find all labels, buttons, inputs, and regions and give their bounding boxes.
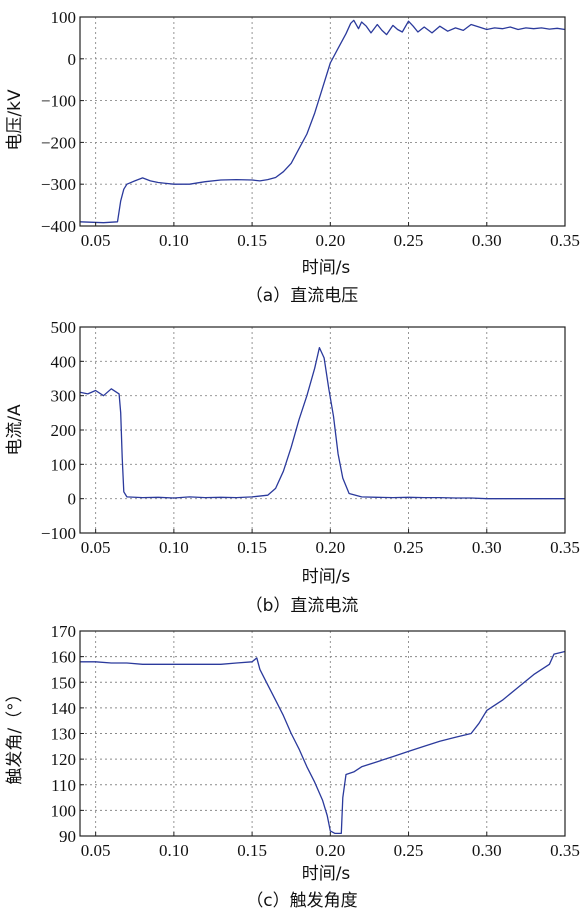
panel-c-y-tick-label: 130 — [51, 725, 77, 744]
panel-a-ylabel: 电压/kV — [5, 89, 25, 151]
panel-c-x-tick-label: 0.25 — [394, 841, 424, 860]
panel-a-xlabel: 时间/s — [302, 258, 351, 278]
panel-b-x-tick-label: 0.20 — [315, 538, 345, 557]
panel-a-y-tick-label: −100 — [41, 92, 76, 111]
panel-c-xlabel: 时间/s — [302, 864, 351, 884]
panel-b-y-tick-label: 100 — [51, 455, 77, 474]
panel-c-x-tick-label: 0.35 — [550, 841, 580, 860]
panel-a-x-tick-label: 0.30 — [472, 231, 502, 250]
panel-c-ylabel: 触发角/（°） — [5, 685, 25, 784]
panel-c-x-ticks: 0.05 0.10 0.15 0.20 0.25 0.30 0.35 — [81, 832, 580, 860]
panel-a-grid — [80, 17, 565, 226]
panel-c-y-tick-label: 90 — [59, 827, 76, 846]
panel-b-y-tick-label: 300 — [51, 387, 77, 406]
panel-b: −100 0 100 200 300 400 500 0.05 0.10 0.15 0.20 0.2… — [5, 318, 580, 616]
panel-b-x-tick-label: 0.30 — [472, 538, 502, 557]
panel-c-frame — [79, 630, 566, 837]
panel-a-caption: （a）直流电压 — [246, 286, 358, 306]
panel-a-x-tick-label: 0.25 — [394, 231, 424, 250]
panel-a-voltage-line — [79, 19, 566, 224]
panel-c-grid — [80, 631, 565, 836]
panel-c-y-tick-label: 120 — [51, 750, 77, 769]
panel-a-y-ticks: −400 −300 −200 −100 0 100 — [41, 8, 84, 236]
panel-a-y-tick-label: −200 — [41, 133, 76, 152]
panel-b-y-ticks: −100 0 100 200 300 400 500 — [41, 318, 84, 543]
panel-b-y-tick-label: −100 — [41, 524, 76, 543]
panel-b-y-tick-label: 400 — [51, 352, 77, 371]
panel-a-x-tick-label: 0.05 — [81, 231, 111, 250]
panel-b-x-tick-label: 0.35 — [550, 538, 580, 557]
panel-c-y-tick-label: 170 — [51, 622, 77, 641]
panel-a-y-tick-label: 0 — [68, 50, 77, 69]
panel-c-y-tick-label: 110 — [51, 776, 76, 795]
panel-a-y-tick-label: 100 — [51, 8, 77, 27]
panel-c-x-tick-label: 0.05 — [81, 841, 111, 860]
panel-c-x-tick-label: 0.30 — [472, 841, 502, 860]
panel-b-caption: （b）直流电流 — [246, 596, 359, 616]
panel-a-x-ticks: 0.05 0.10 0.15 0.20 0.25 0.30 0.35 — [81, 222, 580, 250]
panel-b-x-tick-label: 0.25 — [394, 538, 424, 557]
panel-b-y-tick-label: 0 — [68, 490, 77, 509]
panel-c-x-tick-label: 0.20 — [315, 841, 345, 860]
panel-c-y-tick-label: 150 — [51, 673, 77, 692]
panel-c-y-tick-label: 100 — [51, 801, 77, 820]
panel-a-frame — [79, 16, 566, 227]
panel-c-x-tick-label: 0.10 — [159, 841, 189, 860]
panel-b-xlabel: 时间/s — [302, 567, 351, 587]
panel-a-x-tick-label: 0.10 — [159, 231, 189, 250]
panel-b-x-ticks: 0.05 0.10 0.15 0.20 0.25 0.30 0.35 — [81, 529, 580, 557]
panel-b-x-tick-label: 0.10 — [159, 538, 189, 557]
panel-b-x-tick-label: 0.15 — [237, 538, 267, 557]
panel-b-ylabel: 电流/A — [5, 404, 25, 456]
panel-a-x-tick-label: 0.35 — [550, 231, 580, 250]
panel-a: −400 −300 −200 −100 0 100 0.05 0.10 0.15 0.20 0.2… — [5, 8, 580, 306]
panel-a-y-tick-label: −300 — [41, 175, 76, 194]
panel-c-caption: （c）触发角度 — [246, 891, 357, 911]
panel-b-y-tick-label: 200 — [51, 421, 77, 440]
panel-b-grid — [80, 327, 565, 533]
panel-c-y-ticks: 90 100 110 120 130 140 150 160 170 — [51, 622, 84, 846]
panel-b-y-tick-label: 500 — [51, 318, 77, 337]
panel-a-x-tick-label: 0.15 — [237, 231, 267, 250]
panel-b-current-line — [79, 346, 565, 500]
panel-c-y-tick-label: 140 — [51, 699, 77, 718]
panel-b-x-tick-label: 0.05 — [81, 538, 111, 557]
panel-a-y-tick-label: −400 — [41, 217, 76, 236]
panel-a-x-tick-label: 0.20 — [315, 231, 345, 250]
panel-c-x-tick-label: 0.15 — [237, 841, 267, 860]
panel-c-y-tick-label: 160 — [51, 648, 77, 667]
panel-b-frame — [79, 326, 566, 534]
panel-c-firing-angle-line — [80, 650, 566, 835]
